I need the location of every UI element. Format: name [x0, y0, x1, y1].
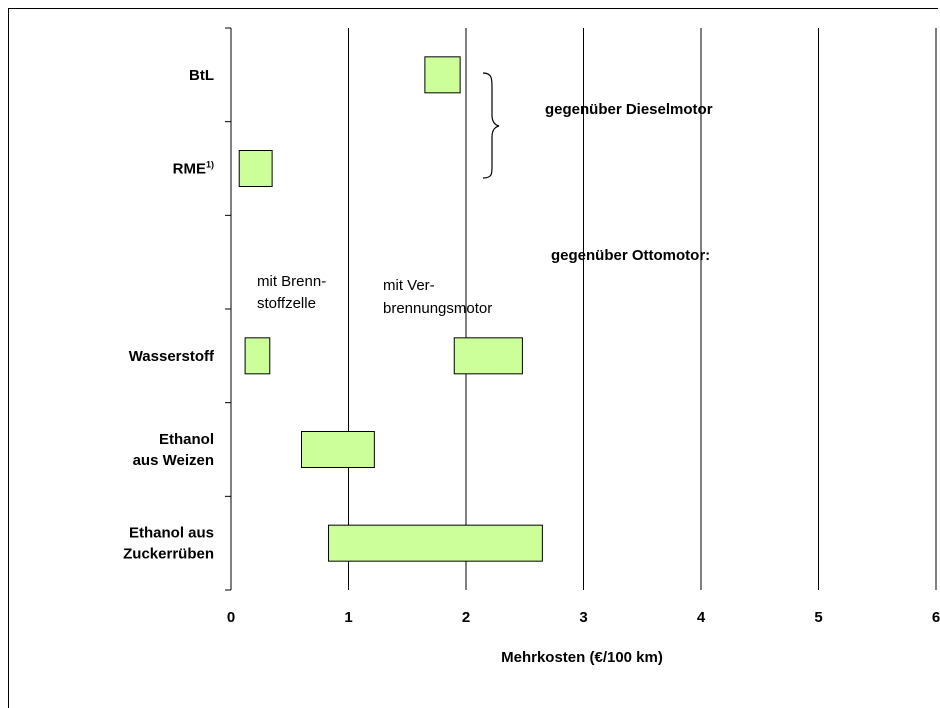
range-bar	[328, 524, 543, 562]
annotation-fuel-cell-line-2: stoffzelle	[257, 295, 316, 312]
category-label: Wasserstoff	[129, 348, 215, 365]
x-tick-label: 2	[462, 609, 470, 626]
category-label: RME1)	[173, 160, 214, 178]
x-axis-label: Mehrkosten (€/100 km)	[501, 649, 663, 666]
x-tick-label: 6	[932, 609, 940, 626]
x-tick-label: 5	[814, 609, 822, 626]
category-label: Zuckerrüben	[123, 546, 214, 563]
x-tick-labels: 0 1 2 3 4 5 6	[227, 609, 940, 626]
range-bar	[238, 150, 273, 187]
annotation-diesel: gegenüber Dieselmotor	[545, 101, 713, 118]
range-bars	[238, 56, 543, 562]
annotation-combustion-line-2: brennungsmotor	[383, 300, 492, 317]
x-tick-label: 0	[227, 609, 235, 626]
range-bar	[453, 337, 523, 375]
category-label: Ethanol aus	[129, 525, 214, 542]
category-labels: BtL RME1) Wasserstoff Ethanol aus Weizen Etha…	[123, 67, 215, 563]
range-bar	[424, 56, 461, 94]
range-bar	[244, 337, 271, 375]
category-label: BtL	[189, 67, 214, 84]
x-tick-label: 4	[697, 609, 706, 626]
chart-frame	[8, 8, 938, 708]
annotation-otto: gegenüber Ottomotor:	[551, 247, 710, 264]
y-ticks	[225, 27, 231, 591]
grid-lines	[348, 28, 937, 590]
x-tick-label: 1	[344, 609, 352, 626]
range-bar	[301, 431, 375, 468]
brace-icon	[482, 72, 500, 179]
category-label: Ethanol	[159, 431, 214, 448]
x-tick-label: 3	[579, 609, 587, 626]
annotation-combustion-line-1: mit Ver-	[383, 277, 435, 294]
category-label: aus Weizen	[133, 452, 214, 469]
annotation-fuel-cell-line-1: mit Brenn-	[257, 273, 326, 290]
